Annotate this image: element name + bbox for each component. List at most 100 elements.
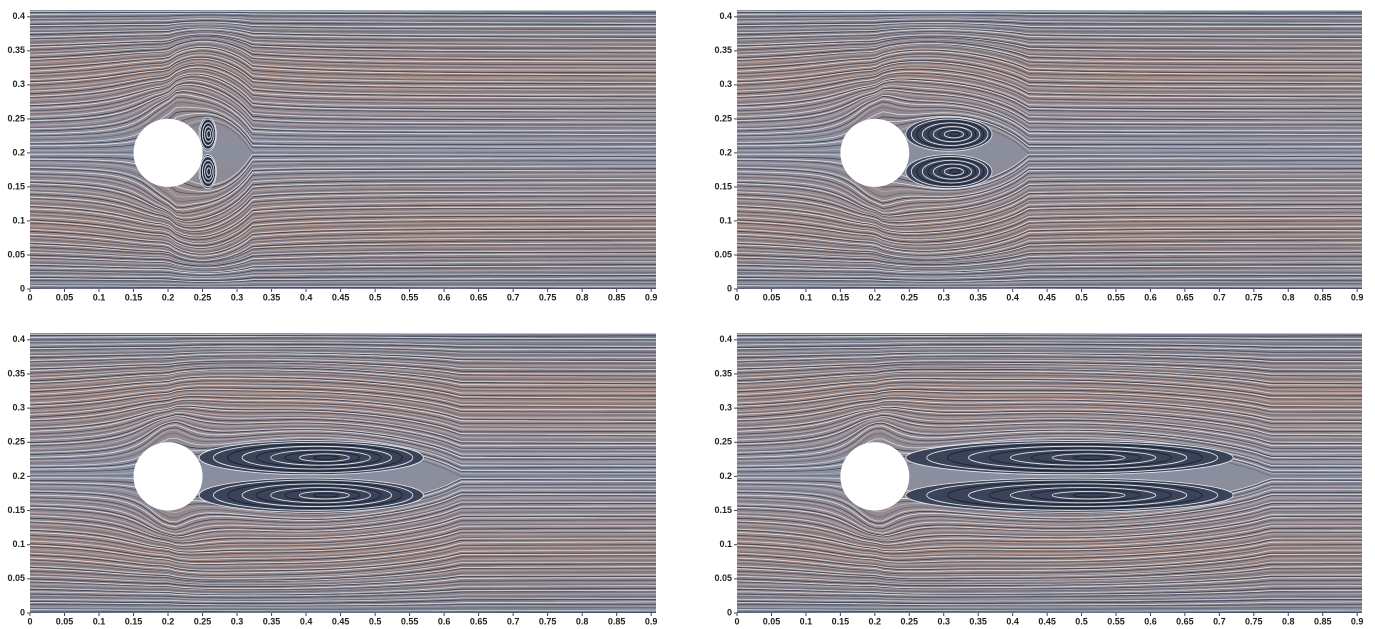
wake-streamline — [943, 167, 964, 176]
streamline — [30, 575, 656, 588]
streamline — [737, 22, 1362, 28]
streamline — [737, 35, 1362, 49]
streamline — [737, 181, 1362, 217]
streamline — [737, 79, 1362, 112]
streamline — [30, 82, 656, 121]
streamline — [30, 259, 656, 271]
x-tick-label: 0.85 — [1314, 292, 1332, 302]
y-tick-label: 0.4 — [12, 334, 25, 344]
streamline — [30, 538, 656, 560]
x-tick-label: 0.9 — [645, 292, 658, 302]
streamline — [737, 53, 1362, 77]
streamline — [30, 231, 656, 259]
streamline — [737, 285, 1362, 288]
streamline — [30, 387, 656, 408]
wake-streamline — [1051, 453, 1126, 462]
wake-streamline — [205, 165, 212, 178]
streamline — [30, 52, 656, 82]
streamline — [737, 242, 1362, 261]
streamline — [30, 366, 656, 383]
streamline — [30, 400, 656, 424]
streamline — [30, 193, 656, 231]
streamline — [30, 206, 656, 239]
x-tick-label: 0.5 — [1075, 616, 1088, 626]
x-tick-label: 0.1 — [800, 616, 813, 626]
streamline — [30, 38, 656, 57]
streamline — [30, 62, 656, 93]
streamline — [737, 544, 1362, 564]
streamline — [737, 43, 1362, 65]
x-tick-label: 0.35 — [263, 616, 281, 626]
x-tick-label: 0.25 — [901, 616, 919, 626]
streamline — [737, 37, 1362, 54]
streamline — [30, 382, 656, 402]
plot — [737, 10, 1362, 289]
streamline — [737, 83, 1362, 115]
streamline — [737, 177, 1362, 214]
streamline — [737, 577, 1362, 589]
streamline — [737, 377, 1362, 394]
streamline — [737, 416, 1362, 449]
streamline — [737, 604, 1362, 607]
x-tick-label: 0.4 — [300, 292, 313, 302]
wake-region — [905, 116, 993, 152]
streamline — [30, 269, 656, 278]
streamline — [737, 547, 1362, 568]
y-tick-label: 0.05 — [714, 249, 732, 259]
streamline — [30, 585, 656, 595]
streamline — [30, 30, 656, 44]
streamline — [737, 397, 1362, 421]
streamline — [737, 89, 1362, 126]
streamline — [737, 566, 1362, 580]
y-tick-label: 0 — [20, 607, 25, 617]
streamline — [737, 483, 1362, 514]
plot — [30, 333, 656, 613]
wake-streamline — [298, 453, 350, 462]
x-tick-label: 0.65 — [1176, 616, 1194, 626]
streamline — [737, 277, 1362, 282]
streamline — [30, 523, 656, 550]
streamline — [30, 410, 656, 441]
x-tick-label: 0.25 — [194, 292, 212, 302]
streamline — [30, 583, 656, 593]
streamline — [30, 198, 656, 233]
streamline — [737, 201, 1362, 232]
streamline — [30, 70, 656, 106]
streamline — [30, 557, 656, 577]
streamline — [30, 341, 656, 347]
wake-streamline — [910, 118, 989, 150]
streamline — [30, 552, 656, 572]
streamline — [737, 217, 1362, 245]
x-tick-label: 0 — [27, 616, 32, 626]
x-tick-label: 0.4 — [300, 616, 313, 626]
wake-streamline — [927, 161, 977, 182]
streamline — [737, 41, 1362, 61]
wake-streamline — [926, 442, 1219, 474]
streamline — [30, 177, 656, 219]
streamline — [737, 552, 1362, 570]
streamline — [737, 396, 1362, 419]
wake-streamline — [968, 445, 1188, 470]
x-tick-label: 0.3 — [937, 292, 950, 302]
streamline — [737, 222, 1362, 247]
streamline — [737, 27, 1362, 36]
y-tick-label: 0.2 — [12, 471, 25, 481]
streamline — [30, 388, 656, 411]
y-tick-label: 0.2 — [12, 147, 25, 157]
streamline — [30, 369, 656, 386]
streamline — [737, 571, 1362, 585]
streamline — [737, 225, 1362, 251]
streamline — [737, 433, 1362, 465]
y-tick-label: 0.35 — [7, 45, 25, 55]
x-tick-label: 0.05 — [763, 616, 781, 626]
streamline — [737, 185, 1362, 220]
wake-streamline — [313, 492, 340, 498]
streamline — [30, 179, 656, 221]
streamline — [30, 253, 656, 269]
streamline — [30, 112, 656, 148]
streamline — [737, 393, 1362, 415]
streamline — [737, 527, 1362, 552]
streamline — [30, 364, 656, 378]
y-tick-label: 0.4 — [719, 11, 732, 21]
streamline — [30, 54, 656, 84]
